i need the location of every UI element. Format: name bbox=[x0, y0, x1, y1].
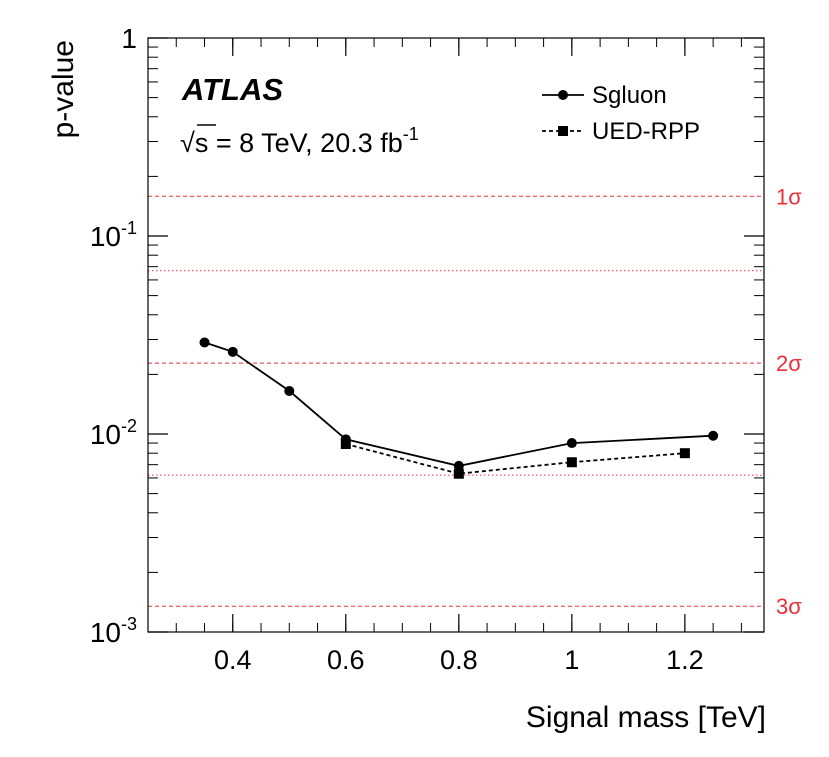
series-line-ued-rpp bbox=[345, 443, 685, 475]
point-sgluon-2 bbox=[284, 385, 295, 396]
y-tick-base: 1 bbox=[121, 23, 137, 54]
y-tick-label-3: 10-3 bbox=[90, 614, 137, 648]
series bbox=[199, 337, 719, 479]
point-ued-rpp-3 bbox=[679, 448, 690, 459]
plot-frame bbox=[147, 37, 765, 633]
y-tick-label-1: 10-1 bbox=[90, 218, 137, 252]
point-ued-rpp-1 bbox=[453, 468, 464, 479]
point-sgluon-1 bbox=[227, 346, 238, 357]
point-sgluon-5 bbox=[566, 438, 577, 449]
legend: Sgluon UED-RPP bbox=[542, 82, 700, 145]
sigma-label-2: 2σ bbox=[776, 351, 802, 376]
legend-entry-ued-rpp: UED-RPP bbox=[542, 118, 700, 145]
legend-label-ued-rpp: UED-RPP bbox=[592, 118, 700, 145]
y-tick-label-2: 10-2 bbox=[90, 416, 137, 450]
legend-marker-ued-rpp bbox=[558, 126, 568, 136]
point-sgluon-0 bbox=[199, 337, 210, 348]
series-line-sgluon bbox=[204, 341, 714, 467]
y-tick-exponent: -1 bbox=[121, 218, 137, 238]
point-sgluon-4 bbox=[453, 460, 464, 471]
svg-text:√s = 8 TeV, 20.3 fb-1: √s = 8 TeV, 20.3 fb-1 bbox=[180, 124, 419, 158]
point-ued-rpp-2 bbox=[566, 457, 577, 468]
x-tick-label-4: 1.2 bbox=[666, 645, 704, 675]
y-tick-base: 10 bbox=[90, 617, 121, 648]
y-tick-exponent: -3 bbox=[121, 614, 137, 634]
sqrt-s: s bbox=[195, 128, 209, 158]
sigma-label-0: 1σ bbox=[776, 184, 802, 209]
point-ued-rpp-0 bbox=[340, 439, 351, 450]
y-tick-base: 10 bbox=[90, 419, 121, 450]
legend-label-sgluon: Sgluon bbox=[592, 82, 667, 109]
legend-entry-sgluon: Sgluon bbox=[542, 82, 667, 109]
energy-lumi-label: √s = 8 TeV, 20.3 fb-1 bbox=[180, 124, 419, 158]
x-axis-ticks: 0.4 0.6 0.8 1 1.2 bbox=[214, 38, 704, 675]
x-axis-label: Signal mass [TeV] bbox=[526, 701, 766, 734]
sigma-label-4: 3σ bbox=[776, 594, 802, 619]
atlas-label: ATLAS bbox=[181, 72, 283, 107]
legend-marker-sgluon bbox=[558, 90, 568, 100]
x-tick-label-3: 1 bbox=[564, 645, 579, 675]
point-sgluon-6 bbox=[708, 430, 719, 441]
x-tick-label-1: 0.6 bbox=[327, 645, 365, 675]
sigma-lines: 1σ 2σ 3σ bbox=[148, 184, 802, 619]
x-tick-label-0: 0.4 bbox=[214, 645, 252, 675]
sqrt-symbol: √ bbox=[180, 128, 195, 158]
lumi-exponent: -1 bbox=[403, 124, 419, 144]
y-tick-base: 10 bbox=[90, 221, 121, 252]
y-axis-label: p-value bbox=[47, 40, 80, 138]
y-tick-label-0: 1 bbox=[121, 23, 137, 54]
y-tick-exponent: -2 bbox=[121, 416, 137, 436]
y-axis-ticks: 110-110-210-3 bbox=[90, 23, 764, 648]
energy-lumi-text: = 8 TeV, 20.3 fb bbox=[208, 128, 402, 158]
x-tick-label-2: 0.8 bbox=[440, 645, 478, 675]
